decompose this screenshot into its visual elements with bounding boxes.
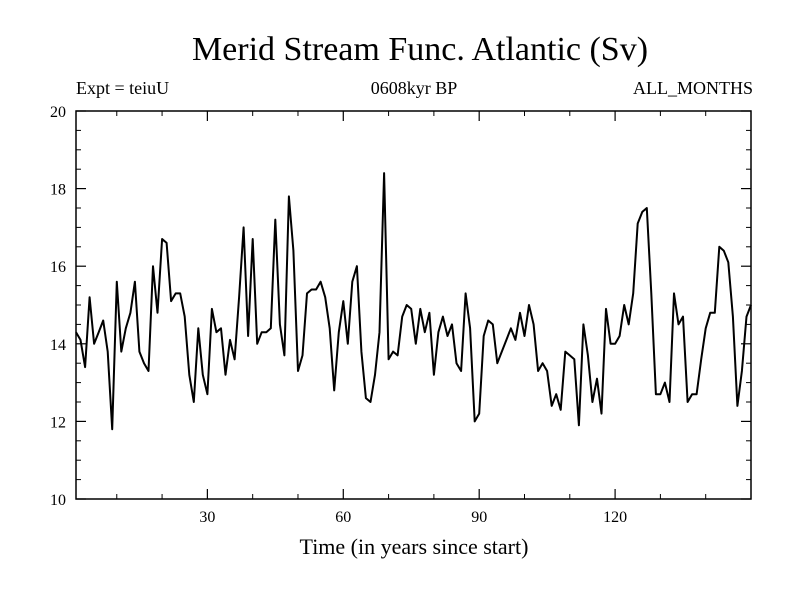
x-tick-label: 120 — [603, 509, 627, 526]
x-tick-label: 30 — [199, 509, 215, 526]
series-line — [75, 172, 752, 431]
y-tick-label: 16 — [50, 259, 66, 276]
axis-tick-labels: 30 60 90 120 10 12 14 16 18 20 — [50, 104, 627, 526]
y-tick-label: 12 — [50, 414, 66, 431]
y-tick-label: 20 — [50, 104, 66, 121]
x-tick-label: 60 — [335, 509, 351, 526]
x-tick-label: 90 — [471, 509, 487, 526]
y-tick-label: 10 — [50, 492, 66, 509]
x-axis-label: Time (in years since start) — [299, 534, 529, 559]
period-label: 0608kyr BP — [370, 78, 458, 98]
series-group — [75, 172, 752, 431]
chart-title: Merid Stream Func. Atlantic (Sv) — [191, 31, 649, 68]
y-tick-label: 14 — [50, 337, 66, 354]
y-tick-label: 18 — [50, 182, 66, 199]
axis-ticks — [76, 110, 751, 500]
experiment-label: Expt = teiuU — [76, 78, 170, 98]
months-label: ALL_MONTHS — [633, 78, 753, 98]
plot-area-frame — [75, 110, 752, 500]
